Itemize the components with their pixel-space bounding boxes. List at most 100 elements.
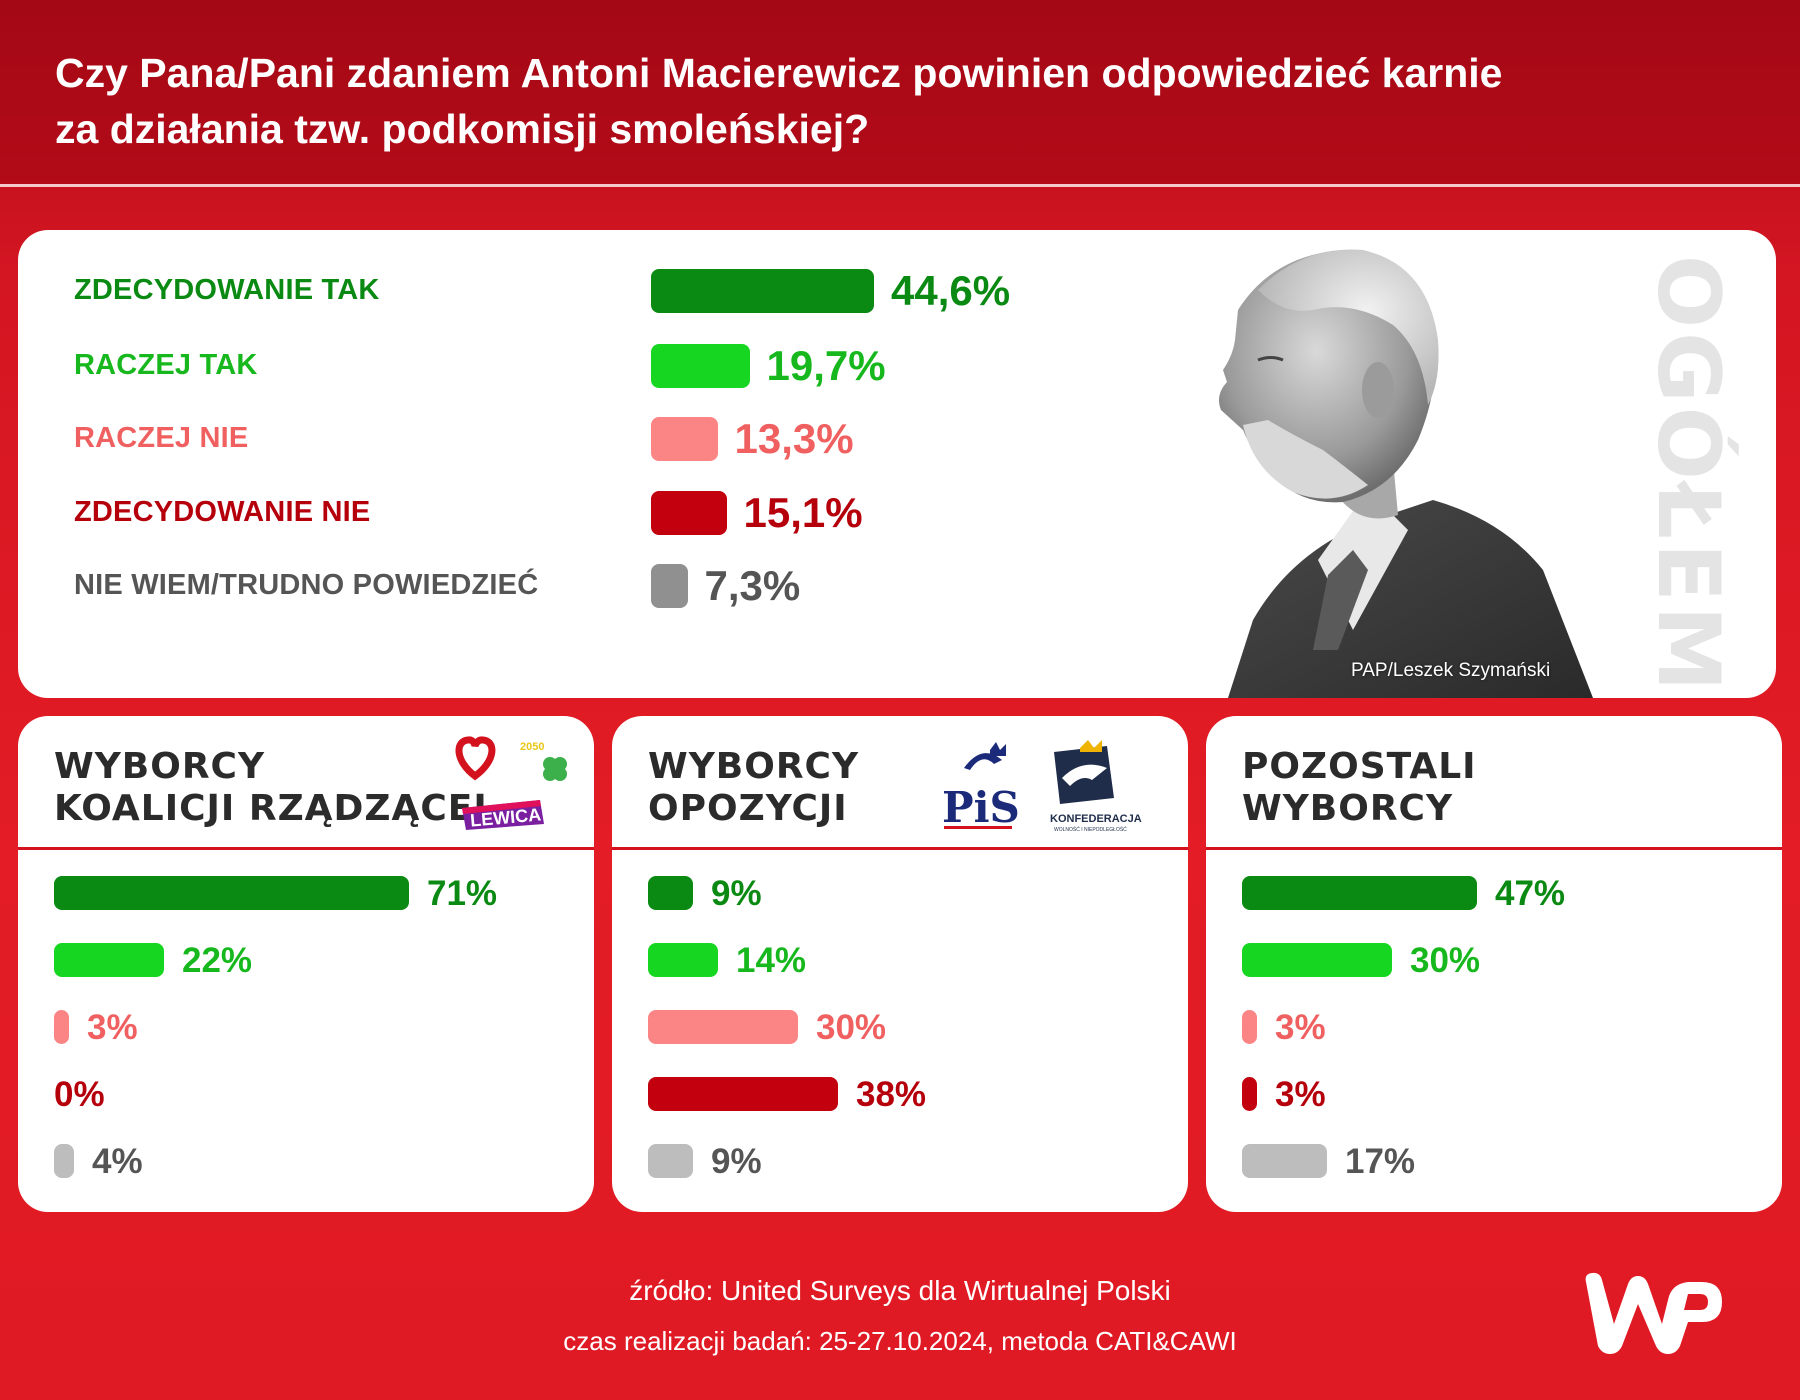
sub-value-label: 4% bbox=[92, 1142, 143, 1181]
portrait-photo bbox=[1143, 230, 1663, 698]
portrait-illustration bbox=[1219, 249, 1593, 698]
sub-value-label: 3% bbox=[1275, 1008, 1326, 1047]
sub-row-strong-no: 38% bbox=[648, 1069, 1168, 1119]
sub-bar-strong-no bbox=[648, 1077, 838, 1111]
overall-row-strong-yes: ZDECYDOWANIE TAK 44,6% bbox=[18, 260, 1118, 320]
footer-method: czas realizacji badań: 25-27.10.2024, me… bbox=[563, 1326, 1237, 1356]
polska-2050-logo-text: 2050 bbox=[520, 741, 544, 753]
sub-bar-dont-know bbox=[648, 1144, 693, 1178]
overall-category-label: ZDECYDOWANIE NIE bbox=[74, 496, 371, 528]
opposition-divider bbox=[612, 847, 1188, 850]
sub-bar-strong-yes bbox=[648, 876, 693, 910]
overall-value-label: 7,3% bbox=[704, 562, 801, 609]
sub-value-label: 9% bbox=[711, 874, 762, 913]
pis-logo: PiS bbox=[942, 742, 1020, 832]
sub-row-yes: 22% bbox=[54, 935, 574, 985]
sub-value-label: 30% bbox=[1410, 941, 1481, 980]
sub-row-yes: 14% bbox=[648, 935, 1168, 985]
sub-value-label: 9% bbox=[711, 1142, 762, 1181]
sub-bar-yes bbox=[648, 943, 718, 977]
sub-row-dont-know: 9% bbox=[648, 1136, 1168, 1186]
sub-bar-strong-yes bbox=[54, 876, 409, 910]
overall-row-no: RACZEJ NIE 13,3% bbox=[18, 408, 1118, 468]
coalition-divider bbox=[18, 847, 594, 850]
konfederacja-logo-text: KONFEDERACJA bbox=[1050, 813, 1142, 825]
overall-bar-dont-know bbox=[651, 564, 688, 608]
sub-bar-dont-know bbox=[1242, 1144, 1327, 1178]
overall-bar-yes bbox=[651, 344, 750, 388]
clover-icon bbox=[543, 757, 567, 781]
others-title: POZOSTALI WYBORCY bbox=[1242, 746, 1477, 830]
heart-icon bbox=[455, 736, 496, 781]
sub-bar-no bbox=[648, 1010, 798, 1044]
overall-row-strong-no: ZDECYDOWANIE NIE 15,1% bbox=[18, 482, 1118, 542]
coalition-logos: 2050 LEWICA bbox=[450, 736, 580, 836]
sub-value-label: 38% bbox=[856, 1075, 927, 1114]
sub-value-label: 71% bbox=[427, 874, 498, 913]
photo-credit: PAP/Leszek Szymański bbox=[1351, 660, 1551, 681]
overall-panel: ZDECYDOWANIE TAK 44,6% RACZEJ TAK 19,7% RACZ… bbox=[18, 230, 1776, 698]
sub-value-label: 17% bbox=[1345, 1142, 1416, 1181]
overall-category-label: RACZEJ NIE bbox=[74, 422, 249, 454]
sub-row-no: 3% bbox=[54, 1002, 574, 1052]
opposition-logos: PiS KONFEDERACJA WOLNOŚĆ I NIEPODLEGŁOŚĆ bbox=[942, 738, 1162, 838]
overall-value-label: 19,7% bbox=[766, 342, 886, 389]
header-divider bbox=[0, 184, 1800, 187]
others-title-line-1: POZOSTALI bbox=[1242, 746, 1477, 787]
overall-value-label: 44,6% bbox=[891, 267, 1011, 314]
header: Czy Pana/Pani zdaniem Antoni Macierewicz… bbox=[0, 0, 1800, 187]
sub-value-label: 0% bbox=[54, 1075, 105, 1114]
sub-row-dont-know: 4% bbox=[54, 1136, 574, 1186]
konfederacja-logo: KONFEDERACJA WOLNOŚĆ I NIEPODLEGŁOŚĆ bbox=[1050, 740, 1142, 833]
coalition-title-line-1: WYBORCY bbox=[54, 746, 266, 787]
overall-category-label: NIE WIEM/TRUDNO POWIEDZIEĆ bbox=[74, 569, 539, 601]
opposition-panel: WYBORCY OPOZYCJI PiS KONFEDERACJA WOLNOŚ… bbox=[612, 716, 1188, 1212]
sub-row-strong-no: 3% bbox=[1242, 1069, 1762, 1119]
question-title: Czy Pana/Pani zdaniem Antoni Macierewicz… bbox=[55, 45, 1705, 157]
others-divider bbox=[1206, 847, 1782, 850]
sub-bar-no bbox=[54, 1010, 69, 1044]
overall-row-yes: RACZEJ TAK 19,7% bbox=[18, 335, 1118, 395]
coalition-logos-svg: 2050 LEWICA bbox=[455, 736, 567, 831]
overall-row-dont-know: NIE WIEM/TRUDNO POWIEDZIEĆ 7,3% bbox=[18, 555, 1118, 615]
opposition-logos-svg: PiS KONFEDERACJA WOLNOŚĆ I NIEPODLEGŁOŚĆ bbox=[942, 740, 1142, 833]
footer-source: źródło: United Surveys dla Wirtualnej Po… bbox=[629, 1275, 1171, 1306]
coalition-title-line-2: KOALICJI RZĄDZĄCEJ bbox=[54, 788, 488, 829]
sub-value-label: 22% bbox=[182, 941, 253, 980]
sub-value-label: 14% bbox=[736, 941, 807, 980]
sub-row-dont-know: 17% bbox=[1242, 1136, 1762, 1186]
sub-bar-yes bbox=[1242, 943, 1392, 977]
sub-value-label: 3% bbox=[1275, 1075, 1326, 1114]
overall-label: OGÓŁEM bbox=[1638, 255, 1738, 696]
wp-logo-svg bbox=[1585, 1272, 1722, 1354]
lewica-logo: LEWICA bbox=[462, 800, 544, 831]
polska-2050-logo: 2050 bbox=[518, 738, 544, 762]
overall-value-label: 13,3% bbox=[734, 415, 854, 462]
overall-bar-strong-yes bbox=[651, 269, 874, 313]
sub-bar-strong-no bbox=[1242, 1077, 1257, 1111]
others-panel: POZOSTALI WYBORCY 47% 30% 3% 3% 17% bbox=[1206, 716, 1782, 1212]
sub-bar-yes bbox=[54, 943, 164, 977]
sub-value-label: 3% bbox=[87, 1008, 138, 1047]
sub-row-strong-yes: 9% bbox=[648, 868, 1168, 918]
overall-bar-strong-no bbox=[651, 491, 727, 535]
question-line-1: Czy Pana/Pani zdaniem Antoni Macierewicz… bbox=[55, 50, 1503, 96]
sub-bar-no bbox=[1242, 1010, 1257, 1044]
sub-row-no: 3% bbox=[1242, 1002, 1762, 1052]
sub-value-label: 30% bbox=[816, 1008, 887, 1047]
coalition-panel: WYBORCY KOALICJI RZĄDZĄCEJ 2050 LEWICA bbox=[18, 716, 594, 1212]
sub-row-yes: 30% bbox=[1242, 935, 1762, 985]
overall-category-label: ZDECYDOWANIE TAK bbox=[74, 274, 380, 306]
sub-row-strong-yes: 47% bbox=[1242, 868, 1762, 918]
sub-row-strong-no: 0% bbox=[54, 1069, 574, 1119]
overall-value-label: 15,1% bbox=[743, 489, 863, 536]
sub-bar-strong-yes bbox=[1242, 876, 1477, 910]
konfederacja-logo-subtext: WOLNOŚĆ I NIEPODLEGŁOŚĆ bbox=[1054, 825, 1127, 833]
sub-bar-dont-know bbox=[54, 1144, 74, 1178]
coalition-title: WYBORCY KOALICJI RZĄDZĄCEJ bbox=[54, 746, 488, 830]
overall-bar-no bbox=[651, 417, 718, 461]
overall-category-label: RACZEJ TAK bbox=[74, 349, 258, 381]
others-title-line-2: WYBORCY bbox=[1242, 788, 1454, 829]
question-line-2: za działania tzw. podkomisji smoleńskiej… bbox=[55, 106, 870, 152]
sub-row-no: 30% bbox=[648, 1002, 1168, 1052]
